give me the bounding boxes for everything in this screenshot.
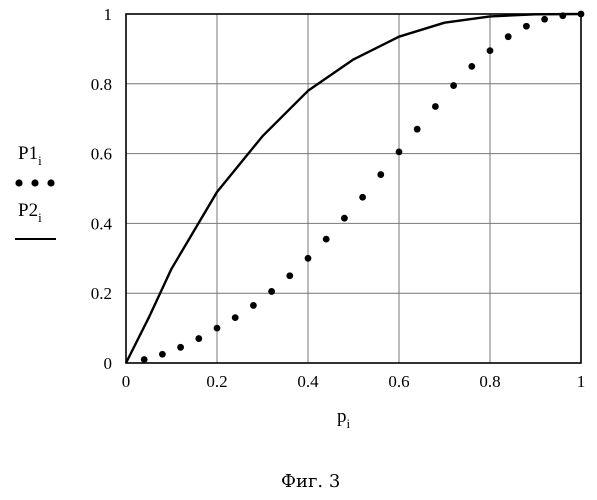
- legend-p1-dotted-marker: [15, 179, 54, 186]
- series-p1-point: [232, 314, 239, 321]
- legend-p2-label: P2i: [18, 200, 42, 225]
- y-tick-label: 0: [104, 354, 113, 373]
- x-tick-label: 1: [577, 372, 586, 391]
- series-p1-point: [505, 33, 512, 40]
- x-tick-label: 0.4: [297, 372, 319, 391]
- x-tick-label: 0.2: [206, 372, 227, 391]
- x-axis-ticks: 0 0.2 0.4 0.6 0.8 1: [122, 372, 586, 391]
- x-tick-label: 0: [122, 372, 131, 391]
- series-p1-point: [214, 325, 221, 332]
- series-p2-line: [126, 14, 581, 363]
- legend: P1i P2i: [15, 143, 56, 239]
- series-p1-point: [341, 215, 348, 222]
- x-axis-label: pi: [337, 406, 351, 431]
- series-layer: [126, 11, 584, 363]
- series-p1-point: [305, 255, 312, 262]
- legend-p1-label: P1i: [18, 143, 42, 168]
- y-tick-label: 0.2: [91, 284, 112, 303]
- series-p1-point: [414, 126, 421, 133]
- plot-frame: [126, 14, 581, 363]
- series-p1-point: [323, 236, 330, 243]
- series-p1-point: [432, 103, 439, 110]
- series-p1-point: [359, 194, 366, 201]
- y-tick-label: 0.6: [91, 145, 112, 164]
- series-p1-point: [468, 63, 475, 70]
- x-tick-label: 0.8: [479, 372, 500, 391]
- series-p1-point: [195, 335, 202, 342]
- series-p1-point: [487, 47, 494, 54]
- grid: [126, 14, 581, 363]
- y-tick-label: 0.8: [91, 75, 112, 94]
- y-tick-label: 1: [104, 5, 113, 24]
- series-p1-point: [396, 148, 403, 155]
- series-p1-point: [286, 272, 293, 279]
- series-p1-point: [268, 288, 275, 295]
- series-p1-point: [450, 82, 457, 89]
- y-axis-ticks: 0 0.2 0.4 0.6 0.8 1: [91, 5, 113, 373]
- series-p1-points: [141, 11, 585, 363]
- series-p1-point: [377, 171, 384, 178]
- y-tick-label: 0.4: [91, 214, 113, 233]
- series-p1-point: [523, 23, 530, 30]
- x-tick-label: 0.6: [388, 372, 409, 391]
- series-p1-point: [141, 356, 148, 363]
- series-p1-point: [159, 351, 166, 358]
- figure-caption: Фиг. 3: [281, 471, 340, 492]
- series-p1-point: [250, 302, 257, 309]
- series-p1-point: [541, 16, 548, 23]
- series-p1-point: [177, 344, 184, 351]
